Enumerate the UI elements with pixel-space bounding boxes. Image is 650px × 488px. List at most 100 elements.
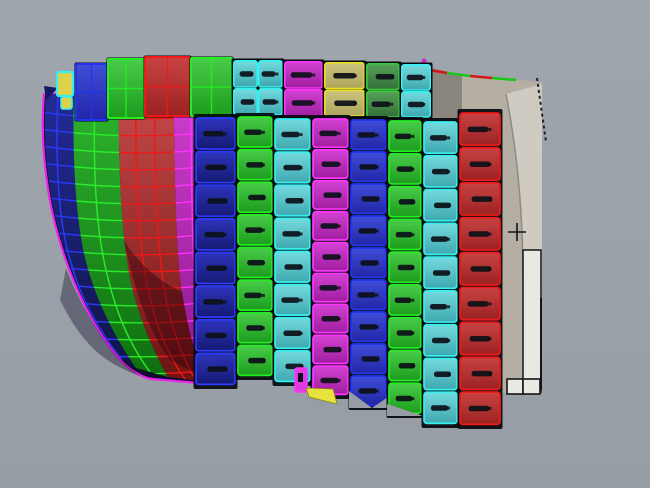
plate-label-mark: [361, 356, 380, 362]
plate-label-dot: [447, 372, 451, 376]
magenta-tab-label-mark: [298, 373, 303, 382]
plate-label-dot: [250, 100, 254, 104]
sheer-strake-panel-row[interactable]: [74, 55, 433, 122]
plate-column-navy-1[interactable]: [193, 114, 238, 389]
corner-yellow-plate[interactable]: [55, 70, 75, 98]
plate-label-mark: [290, 72, 313, 78]
plate-column-green-2[interactable]: [235, 113, 275, 380]
plate-label-dot: [488, 337, 492, 341]
white-strip-cell-right[interactable]: [522, 378, 541, 395]
column-bottom-cut: [372, 397, 388, 408]
plate-label-dot: [261, 359, 265, 363]
plate-label-dot: [223, 132, 227, 136]
top-panel-blue[interactable]: [74, 62, 109, 122]
plate-label-mark: [394, 297, 412, 303]
plate-column-cyan-3[interactable]: [272, 115, 313, 386]
plate-label-dot: [261, 228, 265, 232]
plate-label-mark: [291, 100, 314, 106]
plate-label-dot: [447, 305, 451, 309]
white-strip-cell-left[interactable]: [506, 378, 524, 395]
hull-strake-green[interactable]: [73, 94, 169, 377]
plate-label-mark: [395, 231, 413, 238]
plate-label-mark: [468, 231, 490, 237]
plate-label-dot: [223, 233, 227, 237]
top-panel-magenta[interactable]: [282, 59, 325, 119]
plate-label-mark: [205, 164, 226, 171]
deck-curve-segment[interactable]: [469, 74, 493, 80]
top-panel-cyan[interactable]: [399, 62, 433, 120]
plate-label-dot: [250, 72, 254, 76]
plate-label-dot: [223, 367, 227, 371]
plate-label-dot: [488, 127, 492, 131]
top-panel-dgreen[interactable]: [364, 61, 402, 120]
plate-label-dot: [223, 199, 227, 203]
plate-label-mark: [398, 363, 416, 369]
deck-curve-segment[interactable]: [446, 71, 471, 78]
top-panel-khaki[interactable]: [322, 60, 367, 119]
plate-label-mark: [207, 366, 228, 372]
plate-label-dot: [375, 261, 379, 265]
column-bottom-cut: [387, 404, 423, 416]
block-edge-dashes: [536, 77, 547, 143]
plate-label-mark: [319, 130, 338, 137]
plate-label-mark: [394, 133, 412, 140]
plate-label-dot: [488, 232, 492, 236]
top-panel-cyan[interactable]: [231, 58, 285, 118]
plate-column-red-8[interactable]: [457, 109, 503, 429]
plate-label-mark: [359, 164, 378, 170]
plate-label-dot: [375, 133, 379, 137]
cross-marker[interactable]: [508, 223, 526, 241]
plate-label-mark: [262, 99, 277, 105]
yellow-wedge-plate[interactable]: [305, 387, 338, 405]
top-panel-green[interactable]: [106, 57, 146, 120]
plate-column-magenta-4[interactable]: [310, 115, 351, 405]
corner-dark-wedge: [44, 86, 58, 100]
plate-label-dot: [261, 163, 265, 167]
plate-label-dot: [411, 331, 415, 335]
plate-column-cyan-7[interactable]: [421, 118, 460, 428]
plate-label-mark: [467, 301, 489, 307]
plate-column-blue-5[interactable]: [348, 116, 389, 410]
plate-label-mark: [471, 196, 493, 202]
plate-label-dot: [488, 372, 492, 376]
plate-label-mark: [371, 101, 391, 107]
plate-label-dot: [411, 233, 415, 237]
plate-label-mark: [283, 164, 302, 171]
deck-edge-curve-segments[interactable]: [428, 68, 517, 82]
white-strip-panel[interactable]: [522, 249, 542, 393]
plate-label-mark: [407, 101, 425, 108]
plate-label-mark: [205, 332, 226, 339]
plate-label-dot: [337, 348, 341, 352]
plate-label-mark: [248, 194, 266, 201]
hull-strake-blue[interactable]: [44, 94, 136, 368]
point-marker-magenta[interactable]: [421, 58, 427, 64]
plate-label-mark: [430, 236, 449, 242]
plate-label-dot: [488, 162, 492, 166]
plate-label-dot: [411, 364, 415, 368]
plate-label-mark: [244, 129, 262, 136]
plate-column-green-6[interactable]: [386, 117, 424, 418]
plate-label-mark: [333, 72, 356, 79]
plate-label-dot: [411, 200, 415, 204]
top-panel-red[interactable]: [143, 55, 192, 118]
hull-lower-shade: [60, 268, 140, 376]
plate-label-dot: [299, 232, 303, 236]
plate-label-mark: [284, 264, 303, 270]
plate-label-dot: [299, 166, 303, 170]
shell-plate-field[interactable]: [193, 109, 503, 429]
deck-curve-segment[interactable]: [491, 76, 517, 82]
plate-label-mark: [321, 161, 340, 168]
plate-label-mark: [247, 260, 265, 266]
plate-label-dot: [375, 357, 379, 361]
corner-yellow-plate-2[interactable]: [60, 96, 73, 110]
bottom-detail-parts[interactable]: [294, 367, 338, 405]
plate-label-mark: [361, 196, 380, 202]
plate-label-dot: [299, 265, 303, 269]
top-panel-green[interactable]: [189, 56, 234, 118]
plate-label-dot: [337, 255, 341, 259]
plate-label-dot: [299, 364, 303, 368]
plate-label-dot: [375, 229, 379, 233]
plate-label-dot: [261, 326, 265, 330]
plate-label-mark: [431, 337, 450, 344]
